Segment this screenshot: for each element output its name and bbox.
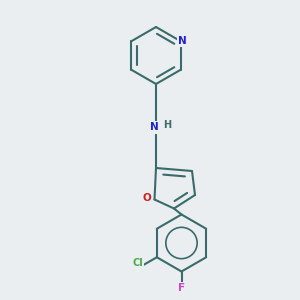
Text: H: H [163, 120, 172, 130]
Text: Cl: Cl [133, 258, 143, 268]
Text: F: F [178, 283, 185, 293]
Text: N: N [150, 122, 159, 133]
Text: O: O [142, 193, 152, 203]
Text: N: N [178, 36, 187, 46]
